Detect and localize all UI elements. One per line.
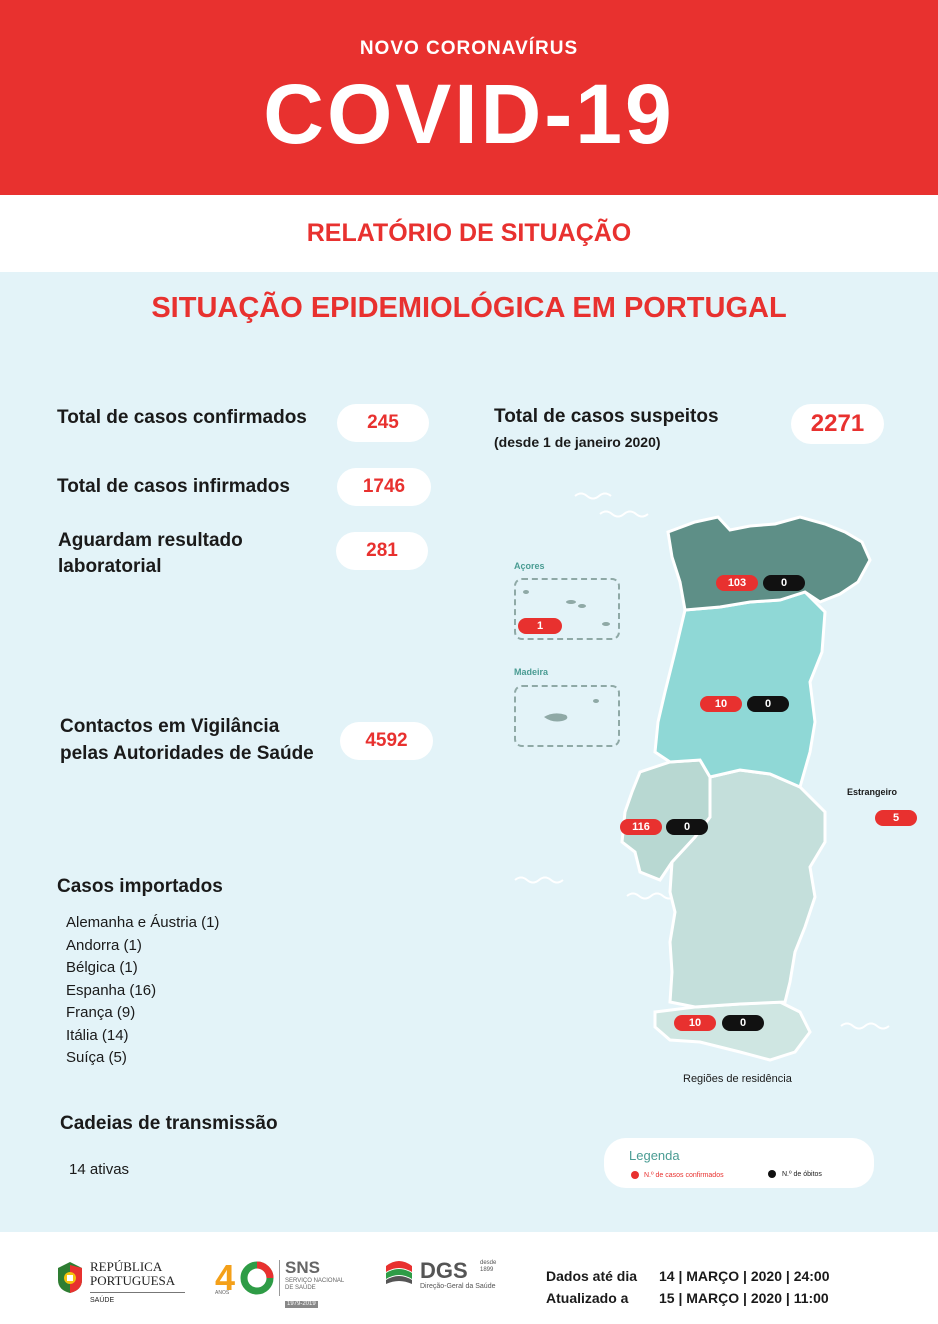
lisbon-deaths-badge: 0 bbox=[666, 819, 708, 835]
contacts-value: 4592 bbox=[340, 722, 433, 760]
north-confirmed-badge: 103 bbox=[716, 575, 758, 591]
report-title: RELATÓRIO DE SITUAÇÃO bbox=[306, 219, 632, 247]
wave-decoration bbox=[626, 892, 676, 900]
north-deaths-badge: 0 bbox=[763, 575, 805, 591]
lisbon-confirmed-badge: 116 bbox=[620, 819, 662, 835]
dgs-since-label: desde bbox=[480, 1260, 497, 1266]
madeira-label: Madeira bbox=[514, 667, 549, 677]
infirmed-value: 1746 bbox=[337, 468, 431, 506]
chains-value: 14 ativas bbox=[69, 1161, 130, 1178]
wave-decoration bbox=[840, 1022, 890, 1030]
data-until-value: 14 | MARÇO | 2020 | 24:00 bbox=[659, 1268, 830, 1284]
contacts-label-1: Contactos em Vigilância bbox=[60, 716, 280, 737]
imported-title: Casos importados bbox=[57, 876, 223, 897]
azores-box bbox=[514, 578, 620, 640]
sns-years: 1979-2019 bbox=[285, 1301, 318, 1308]
dgs-title: DGS bbox=[420, 1258, 468, 1283]
suspected-value: 2271 bbox=[791, 404, 884, 444]
forty-mark-icon: 4 bbox=[215, 1257, 274, 1298]
sns-title: SNS bbox=[285, 1258, 320, 1277]
sns-sub1: SERVIÇO NACIONAL bbox=[285, 1278, 345, 1284]
legend-deaths-dot bbox=[768, 1170, 776, 1178]
suspected-label: Total de casos suspeitos bbox=[494, 406, 719, 427]
legend-confirmed-label: N.º de casos confirmados bbox=[644, 1172, 724, 1179]
chains-title: Cadeias de transmissão bbox=[60, 1113, 278, 1134]
sns-logo: SNS SERVIÇO NACIONAL DE SAÚDE 1979-2019 bbox=[279, 1258, 355, 1310]
coat-of-arms-icon bbox=[58, 1262, 82, 1293]
region-centre bbox=[653, 590, 827, 790]
awaiting-label-2: laboratorial bbox=[58, 556, 162, 577]
saude-label: SAÚDE bbox=[90, 1297, 115, 1304]
infirmed-label: Total de casos infirmados bbox=[57, 476, 290, 497]
wave-decoration bbox=[514, 876, 564, 884]
algarve-confirmed-badge: 10 bbox=[674, 1015, 716, 1031]
footer: REPÚBLICA PORTUGUESA SAÚDE 4 ANOS SNS SE… bbox=[0, 1232, 938, 1324]
svg-text:4: 4 bbox=[215, 1260, 235, 1296]
updated-value: 15 | MARÇO | 2020 | 11:00 bbox=[659, 1290, 829, 1306]
updated-label: Atualizado a bbox=[546, 1290, 629, 1306]
republica-portuguesa-logo: REPÚBLICA PORTUGUESA SAÚDE bbox=[56, 1260, 185, 1304]
legend-deaths-label: N.º de óbitos bbox=[782, 1171, 822, 1178]
azores-confirmed-badge: 1 bbox=[518, 618, 562, 634]
abroad-confirmed-badge: 5 bbox=[875, 810, 917, 826]
region-north bbox=[666, 515, 872, 612]
madeira-box bbox=[514, 685, 620, 747]
republica-line1: REPÚBLICA bbox=[90, 1259, 163, 1274]
legend: Legenda N.º de casos confirmados N.º de … bbox=[604, 1138, 874, 1188]
legend-title: Legenda bbox=[629, 1148, 680, 1163]
section-title: SITUAÇÃO EPIDEMIOLÓGICA EM PORTUGAL bbox=[151, 292, 787, 324]
divider bbox=[279, 1260, 280, 1296]
list-item: Itália (14) bbox=[66, 1026, 129, 1044]
map-caption: Regiões de residência bbox=[683, 1073, 792, 1085]
centre-deaths-badge: 0 bbox=[747, 696, 789, 712]
region-algarve bbox=[653, 1000, 812, 1062]
republica-name: REPÚBLICA PORTUGUESA bbox=[90, 1260, 200, 1288]
azores-islands bbox=[523, 590, 610, 626]
algarve-deaths-badge: 0 bbox=[722, 1015, 764, 1031]
dgs-subtitle: Direção-Geral da Saúde bbox=[420, 1283, 496, 1290]
data-until-label: Dados até dia bbox=[546, 1268, 638, 1284]
header-title: COVID-19 bbox=[263, 67, 675, 161]
divider bbox=[90, 1292, 185, 1293]
region-alentejo bbox=[668, 768, 827, 1009]
dgs-mark-icon bbox=[386, 1261, 412, 1284]
republica-line2: PORTUGUESA bbox=[90, 1273, 176, 1288]
awaiting-value: 281 bbox=[336, 532, 428, 570]
azores-label: Açores bbox=[514, 561, 545, 571]
forty-years-logo: 4 ANOS bbox=[215, 1257, 277, 1301]
wave-decoration bbox=[574, 492, 649, 518]
anos-label: ANOS bbox=[215, 1290, 230, 1296]
dgs-since: desde 1899 bbox=[480, 1260, 496, 1274]
dgs-logo: DGS Direção-Geral da Saúde desde 1899 bbox=[382, 1258, 496, 1293]
awaiting-label-1: Aguardam resultado bbox=[58, 530, 243, 551]
list-item: Suíça (5) bbox=[66, 1049, 127, 1066]
main-panel: SITUAÇÃO EPIDEMIOLÓGICA EM PORTUGAL Tota… bbox=[0, 272, 938, 1232]
imported-list: Alemanha e Áustria (1) Andorra (1) Bélgi… bbox=[66, 912, 219, 1070]
header-banner: NOVO CORONAVÍRUS COVID-19 bbox=[0, 0, 938, 195]
header-kicker: NOVO CORONAVÍRUS bbox=[359, 38, 579, 59]
centre-confirmed-badge: 10 bbox=[700, 696, 742, 712]
confirmed-value: 245 bbox=[337, 404, 429, 442]
suspected-sublabel: (desde 1 de janeiro 2020) bbox=[494, 434, 661, 450]
sns-sub2: DE SAÚDE bbox=[285, 1285, 316, 1291]
list-item: Alemanha e Áustria (1) bbox=[66, 914, 220, 931]
list-item: Bélgica (1) bbox=[66, 959, 138, 976]
report-subheader: RELATÓRIO DE SITUAÇÃO bbox=[0, 195, 938, 272]
dgs-since-year: 1899 bbox=[480, 1267, 494, 1273]
abroad-label: Estrangeiro bbox=[847, 787, 898, 797]
contacts-label-2: pelas Autoridades de Saúde bbox=[60, 743, 314, 764]
list-item: França (9) bbox=[66, 1004, 136, 1021]
list-item: Andorra (1) bbox=[66, 936, 142, 954]
legend-confirmed-dot bbox=[631, 1171, 639, 1179]
list-item: Espanha (16) bbox=[66, 981, 157, 999]
confirmed-label: Total de casos confirmados bbox=[57, 407, 307, 428]
madeira-islands bbox=[544, 699, 599, 722]
